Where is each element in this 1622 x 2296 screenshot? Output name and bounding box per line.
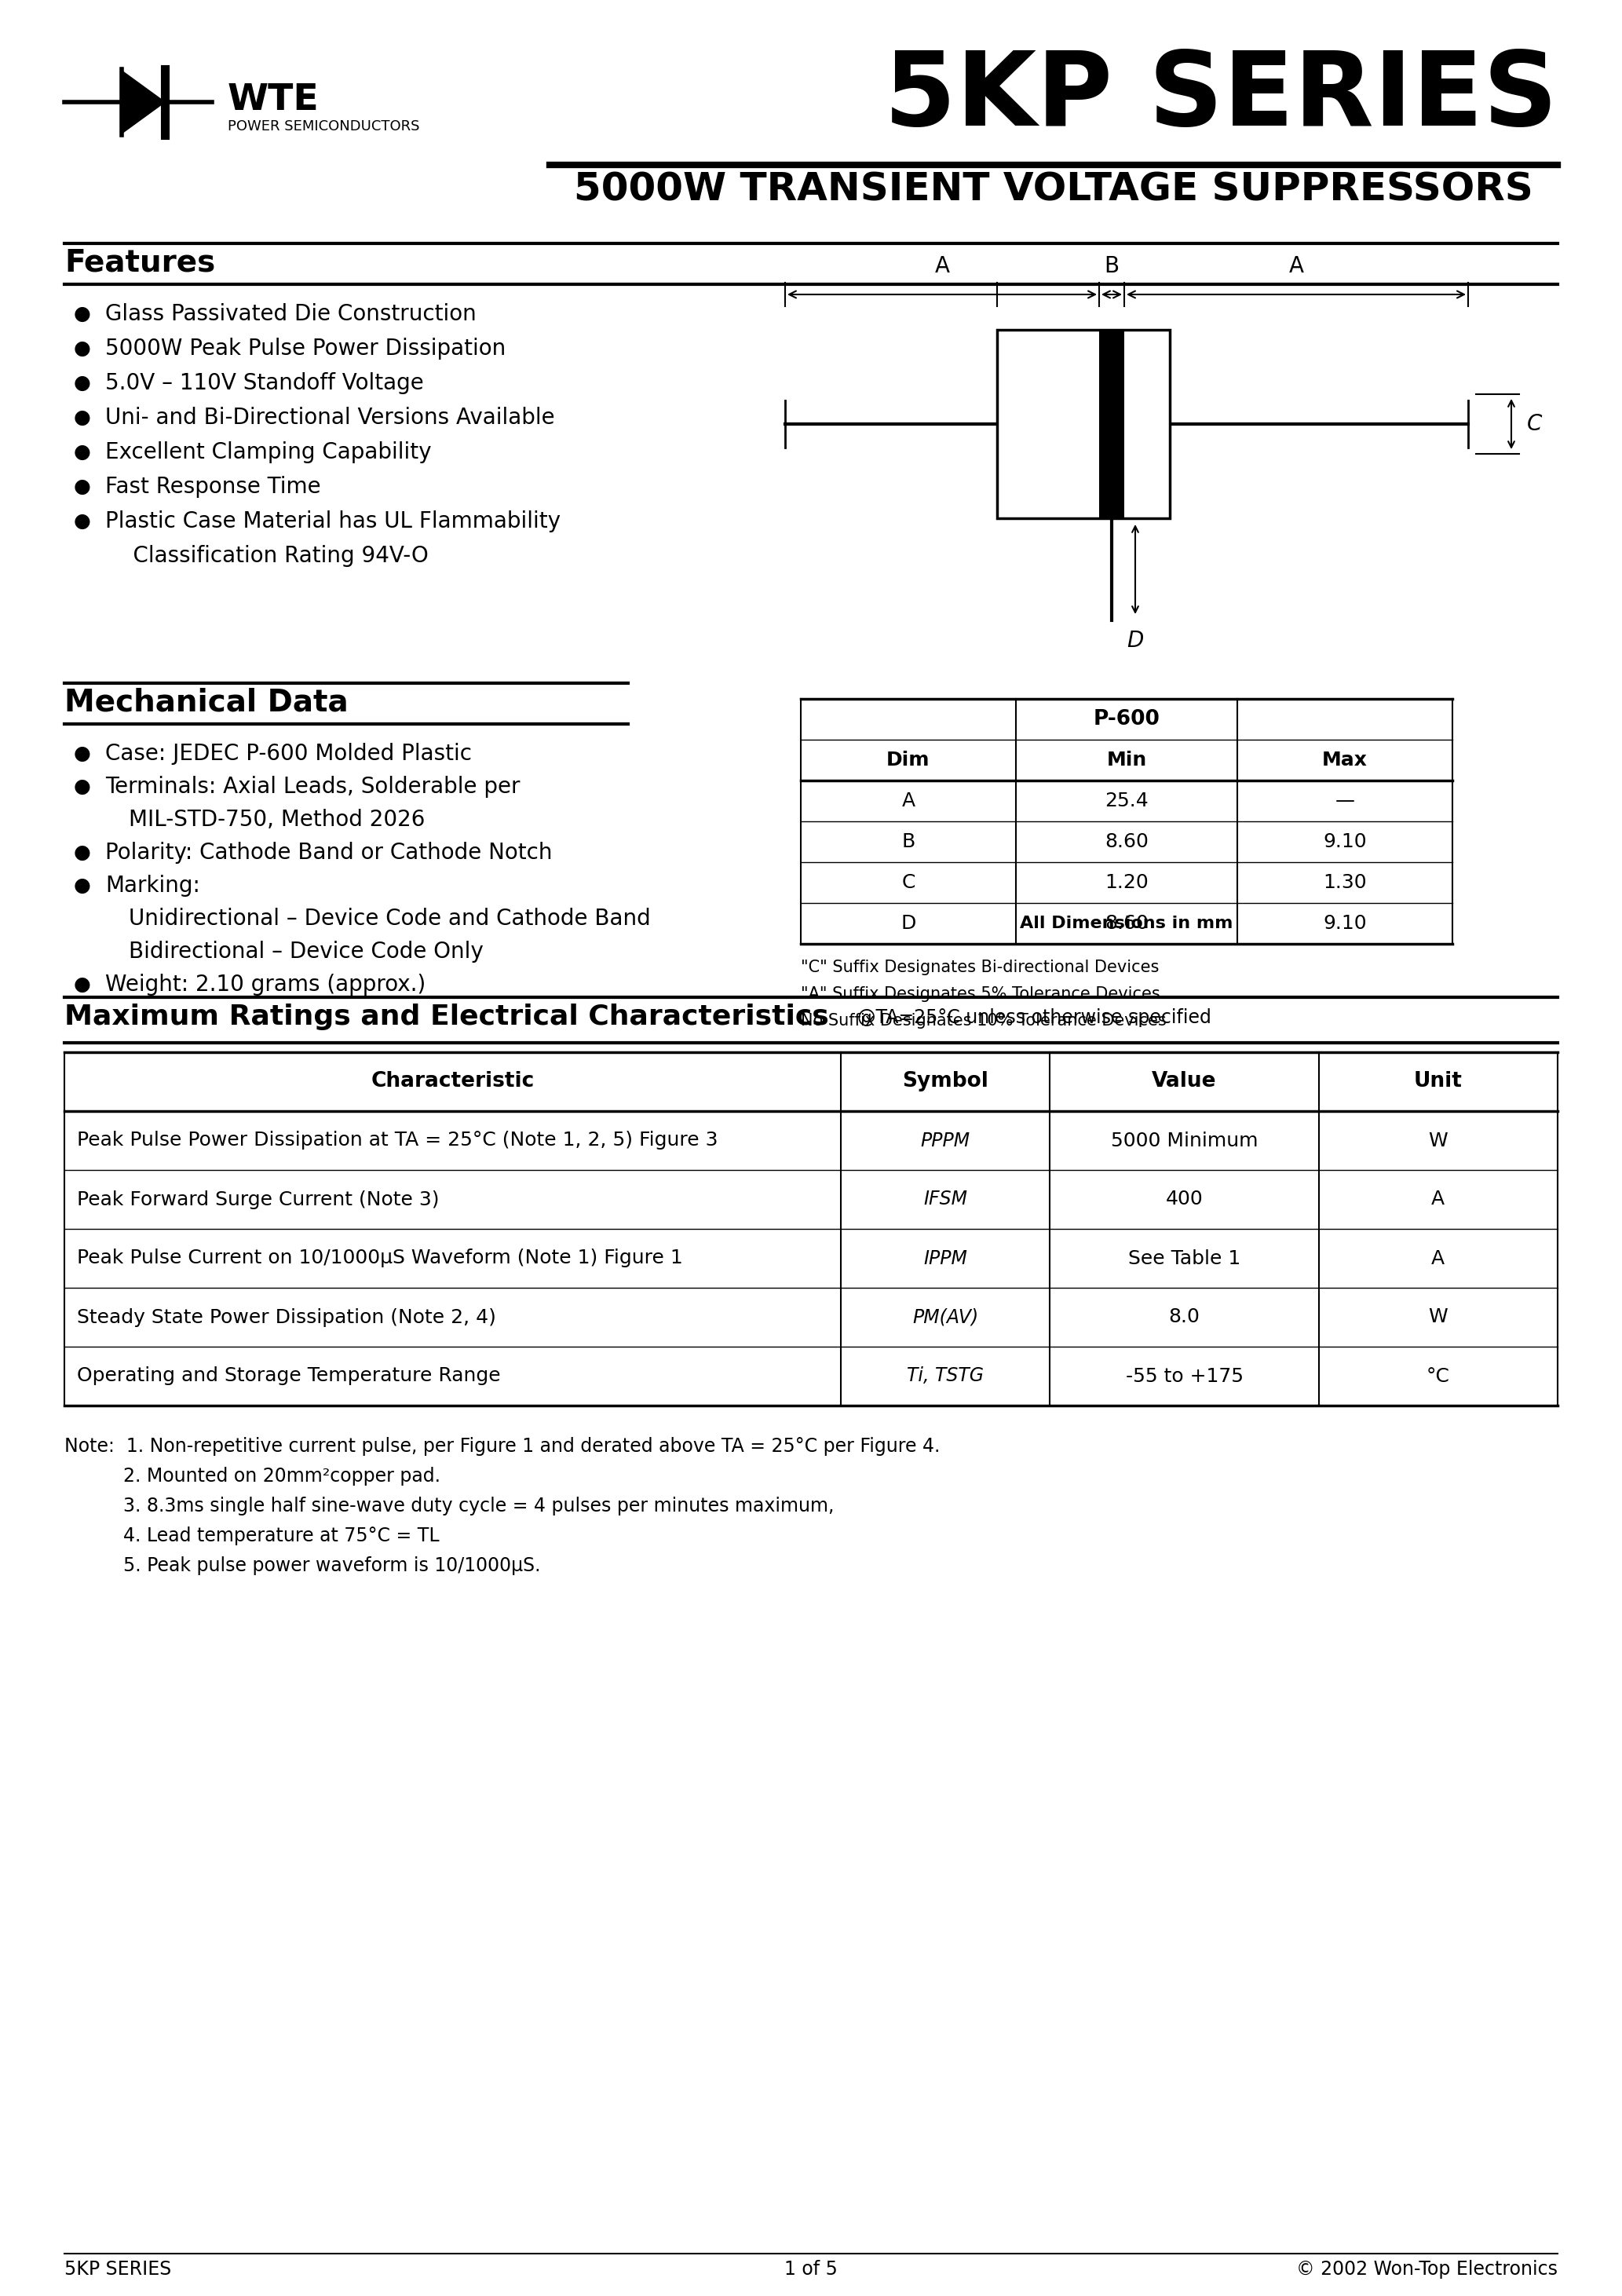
Text: W: W: [1429, 1309, 1448, 1327]
Text: 5.0V – 110V Standoff Voltage: 5.0V – 110V Standoff Voltage: [105, 372, 423, 395]
Text: ●: ●: [73, 409, 91, 427]
Text: D: D: [1127, 629, 1144, 652]
Text: 1.30: 1.30: [1324, 872, 1367, 893]
Text: ●: ●: [73, 744, 91, 762]
Text: 3. 8.3ms single half sine-wave duty cycle = 4 pulses per minutes maximum,: 3. 8.3ms single half sine-wave duty cycl…: [65, 1497, 834, 1515]
Text: Glass Passivated Die Construction: Glass Passivated Die Construction: [105, 303, 477, 326]
Text: -55 to +175: -55 to +175: [1126, 1366, 1242, 1384]
Text: 9.10: 9.10: [1324, 833, 1367, 852]
Text: A: A: [1432, 1249, 1445, 1267]
Text: Unidirectional – Device Code and Cathode Band: Unidirectional – Device Code and Cathode…: [128, 907, 650, 930]
Text: Characteristic: Characteristic: [371, 1072, 534, 1093]
Text: "A" Suffix Designates 5% Tolerance Devices: "A" Suffix Designates 5% Tolerance Devic…: [801, 987, 1160, 1001]
Text: "C" Suffix Designates Bi-directional Devices: "C" Suffix Designates Bi-directional Dev…: [801, 960, 1160, 976]
Text: MIL-STD-750, Method 2026: MIL-STD-750, Method 2026: [128, 808, 425, 831]
Text: 1 of 5: 1 of 5: [785, 2259, 837, 2278]
Text: C: C: [1526, 413, 1543, 434]
Text: See Table 1: See Table 1: [1127, 1249, 1241, 1267]
Text: IFSM: IFSM: [923, 1189, 967, 1210]
Text: 5. Peak pulse power waveform is 10/1000μS.: 5. Peak pulse power waveform is 10/1000μ…: [65, 1557, 540, 1575]
Text: ●: ●: [73, 374, 91, 393]
Polygon shape: [122, 71, 165, 133]
Text: Bidirectional – Device Code Only: Bidirectional – Device Code Only: [128, 941, 483, 962]
Text: Weight: 2.10 grams (approx.): Weight: 2.10 grams (approx.): [105, 974, 425, 996]
Text: Features: Features: [65, 248, 216, 278]
Text: Maximum Ratings and Electrical Characteristics: Maximum Ratings and Electrical Character…: [65, 1003, 829, 1031]
Text: W: W: [1429, 1132, 1448, 1150]
Text: D: D: [900, 914, 916, 932]
Text: B: B: [902, 833, 915, 852]
Text: 5000 Minimum: 5000 Minimum: [1111, 1132, 1259, 1150]
Text: Dim: Dim: [887, 751, 929, 769]
Text: IPPM: IPPM: [923, 1249, 967, 1267]
Text: Max: Max: [1322, 751, 1367, 769]
Text: ●: ●: [73, 843, 91, 863]
Text: PPPM: PPPM: [921, 1132, 970, 1150]
Text: ●: ●: [73, 778, 91, 797]
Text: Terminals: Axial Leads, Solderable per: Terminals: Axial Leads, Solderable per: [105, 776, 521, 797]
Text: ●: ●: [73, 478, 91, 496]
Text: Symbol: Symbol: [902, 1072, 988, 1093]
Text: P-600: P-600: [1093, 709, 1160, 730]
Text: ●: ●: [73, 877, 91, 895]
Text: Plastic Case Material has UL Flammability: Plastic Case Material has UL Flammabilit…: [105, 510, 561, 533]
Bar: [1100, 331, 1124, 519]
Text: ●: ●: [73, 340, 91, 358]
Text: A: A: [1432, 1189, 1445, 1210]
Text: Unit: Unit: [1414, 1072, 1463, 1093]
Text: 8.0: 8.0: [1169, 1309, 1200, 1327]
Text: Peak Pulse Current on 10/1000μS Waveform (Note 1) Figure 1: Peak Pulse Current on 10/1000μS Waveform…: [76, 1249, 683, 1267]
Text: Marking:: Marking:: [105, 875, 200, 898]
Text: 25.4: 25.4: [1105, 792, 1148, 810]
Text: 400: 400: [1166, 1189, 1204, 1210]
Text: B: B: [1105, 255, 1119, 278]
Text: 4. Lead temperature at 75°C = TL: 4. Lead temperature at 75°C = TL: [65, 1527, 440, 1545]
Text: ●: ●: [73, 443, 91, 461]
Text: °C: °C: [1426, 1366, 1450, 1384]
Text: 8.60: 8.60: [1105, 833, 1148, 852]
Text: Fast Response Time: Fast Response Time: [105, 475, 321, 498]
Text: Min: Min: [1106, 751, 1147, 769]
Text: 8.60: 8.60: [1105, 914, 1148, 932]
Text: ●: ●: [73, 305, 91, 324]
Text: 5KP SERIES: 5KP SERIES: [884, 48, 1557, 147]
Text: ●: ●: [73, 976, 91, 994]
Text: A: A: [1289, 255, 1304, 278]
Text: 5KP SERIES: 5KP SERIES: [65, 2259, 172, 2278]
Text: All Dimensions in mm: All Dimensions in mm: [1020, 916, 1233, 932]
Text: 2. Mounted on 20mm²copper pad.: 2. Mounted on 20mm²copper pad.: [65, 1467, 441, 1486]
Text: WTE: WTE: [227, 83, 320, 117]
Text: C: C: [902, 872, 915, 893]
Text: Peak Forward Surge Current (Note 3): Peak Forward Surge Current (Note 3): [76, 1189, 440, 1210]
Text: Steady State Power Dissipation (Note 2, 4): Steady State Power Dissipation (Note 2, …: [76, 1309, 496, 1327]
Text: 1.20: 1.20: [1105, 872, 1148, 893]
Text: @TA=25°C unless otherwise specified: @TA=25°C unless otherwise specified: [858, 1008, 1212, 1026]
Text: PM(AV): PM(AV): [912, 1309, 978, 1327]
Text: Operating and Storage Temperature Range: Operating and Storage Temperature Range: [76, 1366, 501, 1384]
Text: ●: ●: [73, 512, 91, 530]
Text: Value: Value: [1152, 1072, 1216, 1093]
Text: 5000W Peak Pulse Power Dissipation: 5000W Peak Pulse Power Dissipation: [105, 338, 506, 360]
Text: Uni- and Bi-Directional Versions Available: Uni- and Bi-Directional Versions Availab…: [105, 406, 555, 429]
Text: A: A: [934, 255, 949, 278]
Text: Note:  1. Non-repetitive current pulse, per Figure 1 and derated above TA = 25°C: Note: 1. Non-repetitive current pulse, p…: [65, 1437, 941, 1456]
Text: No Suffix Designates 10% Tolerance Devices: No Suffix Designates 10% Tolerance Devic…: [801, 1013, 1166, 1029]
Text: Peak Pulse Power Dissipation at TA = 25°C (Note 1, 2, 5) Figure 3: Peak Pulse Power Dissipation at TA = 25°…: [76, 1132, 719, 1150]
Text: 9.10: 9.10: [1324, 914, 1367, 932]
Text: Excellent Clamping Capability: Excellent Clamping Capability: [105, 441, 431, 464]
Text: Mechanical Data: Mechanical Data: [65, 689, 349, 719]
Text: © 2002 Won-Top Electronics: © 2002 Won-Top Electronics: [1296, 2259, 1557, 2278]
Text: Polarity: Cathode Band or Cathode Notch: Polarity: Cathode Band or Cathode Notch: [105, 843, 553, 863]
Bar: [998, 331, 1169, 519]
Text: 5000W TRANSIENT VOLTAGE SUPPRESSORS: 5000W TRANSIENT VOLTAGE SUPPRESSORS: [574, 172, 1533, 209]
Text: Case: JEDEC P-600 Molded Plastic: Case: JEDEC P-600 Molded Plastic: [105, 744, 472, 765]
Text: Classification Rating 94V-O: Classification Rating 94V-O: [105, 544, 428, 567]
Text: —: —: [1335, 792, 1354, 810]
Text: A: A: [902, 792, 915, 810]
Text: Ti, TSTG: Ti, TSTG: [907, 1366, 985, 1384]
Text: POWER SEMICONDUCTORS: POWER SEMICONDUCTORS: [227, 119, 420, 133]
